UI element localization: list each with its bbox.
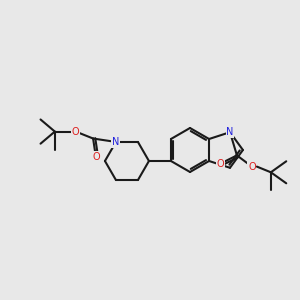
Text: O: O	[216, 159, 224, 169]
Text: N: N	[112, 137, 120, 147]
Text: O: O	[72, 127, 80, 136]
Text: O: O	[92, 152, 100, 162]
Text: N: N	[226, 127, 234, 137]
Text: O: O	[248, 162, 256, 172]
